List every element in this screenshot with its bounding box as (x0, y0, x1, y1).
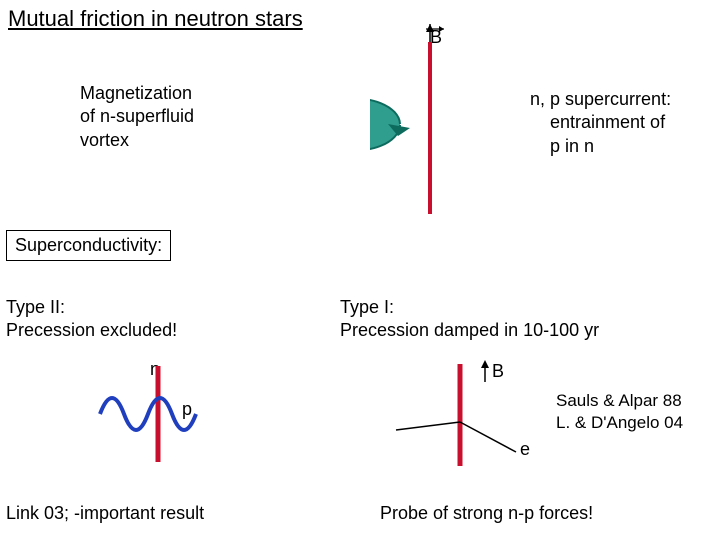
vortex-diagram-left (70, 362, 230, 472)
bottom-left-text: Link 03; -important result (6, 502, 204, 525)
magnetization-label: Magnetization of n-superfluid vortex (80, 82, 194, 152)
type2-text: Type II: Precession excluded! (6, 296, 177, 343)
e-label: e (520, 438, 530, 461)
references-text: Sauls & Alpar 88 L. & D'Angelo 04 (556, 390, 683, 434)
type1-text: Type I: Precession damped in 10-100 yr (340, 296, 599, 343)
supercurrent-label: n, p supercurrent: entrainment of p in n (530, 88, 671, 158)
p-label: p (182, 398, 192, 421)
b-label-right: B (492, 360, 504, 383)
page-title: Mutual friction in neutron stars (8, 6, 303, 32)
bottom-right-text: Probe of strong n-p forces! (380, 502, 593, 525)
vortex-diagram-right (390, 358, 560, 478)
superconductivity-box: Superconductivity: (6, 230, 171, 261)
vortex-diagram-top (370, 24, 550, 224)
